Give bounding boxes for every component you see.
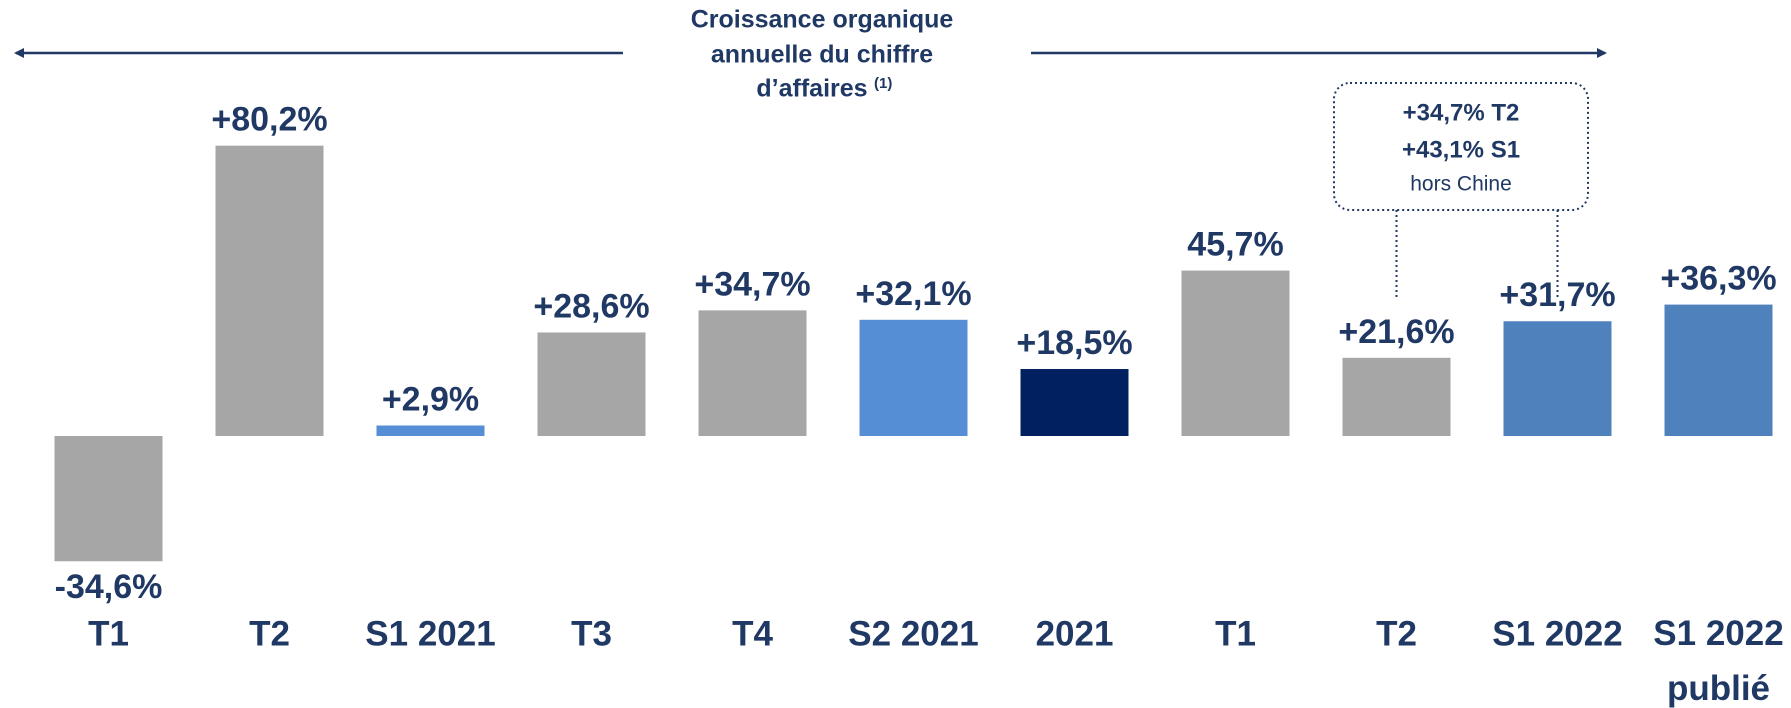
callout-line: hors Chine [1410, 173, 1512, 196]
x-tick-label: S1 2022 [1492, 614, 1622, 653]
value-label: +28,6% [533, 287, 649, 325]
value-label: +18,5% [1016, 324, 1132, 362]
value-label: +32,1% [855, 275, 971, 313]
bar [1342, 357, 1451, 436]
x-tick-label: S1 2022 publié [1653, 614, 1783, 708]
value-label: +36,3% [1660, 260, 1776, 298]
value-label: +2,9% [382, 380, 479, 418]
callout-box [1333, 82, 1589, 211]
x-tick-label: T1 [1215, 614, 1256, 653]
value-label: +31,7% [1499, 276, 1615, 314]
x-tick-label: T3 [571, 614, 612, 653]
bar [698, 310, 807, 436]
callout-line: +43,1% S1 [1402, 136, 1520, 163]
bar [215, 145, 324, 436]
bar [537, 332, 646, 436]
bar [54, 436, 163, 562]
value-label: +80,2% [211, 101, 327, 139]
value-label: +34,7% [694, 265, 810, 303]
x-tick-label: T1 [88, 614, 129, 653]
bar [859, 319, 968, 436]
title-note: (1) [874, 75, 892, 92]
bar [376, 425, 485, 436]
x-tick-label: S2 2021 [848, 614, 978, 653]
x-tick-label: T2 [1376, 614, 1417, 653]
title-line: d’affaires [756, 75, 867, 103]
x-tick-label: T2 [249, 614, 290, 653]
bar [1664, 304, 1773, 436]
title-line: annuelle du chiffre [711, 41, 933, 69]
title-line: Croissance organique [691, 6, 954, 34]
bar [1181, 270, 1290, 436]
value-label: +21,6% [1338, 313, 1454, 351]
x-tick-label: 2021 [1036, 614, 1114, 653]
callout-line: +34,7% T2 [1403, 99, 1520, 126]
bar [1503, 321, 1612, 436]
x-tick-label: T4 [732, 614, 773, 653]
x-tick-label: S1 2021 [365, 614, 495, 653]
value-label: -34,6% [55, 568, 163, 606]
value-label: 45,7% [1187, 226, 1283, 264]
bar [1020, 369, 1129, 436]
